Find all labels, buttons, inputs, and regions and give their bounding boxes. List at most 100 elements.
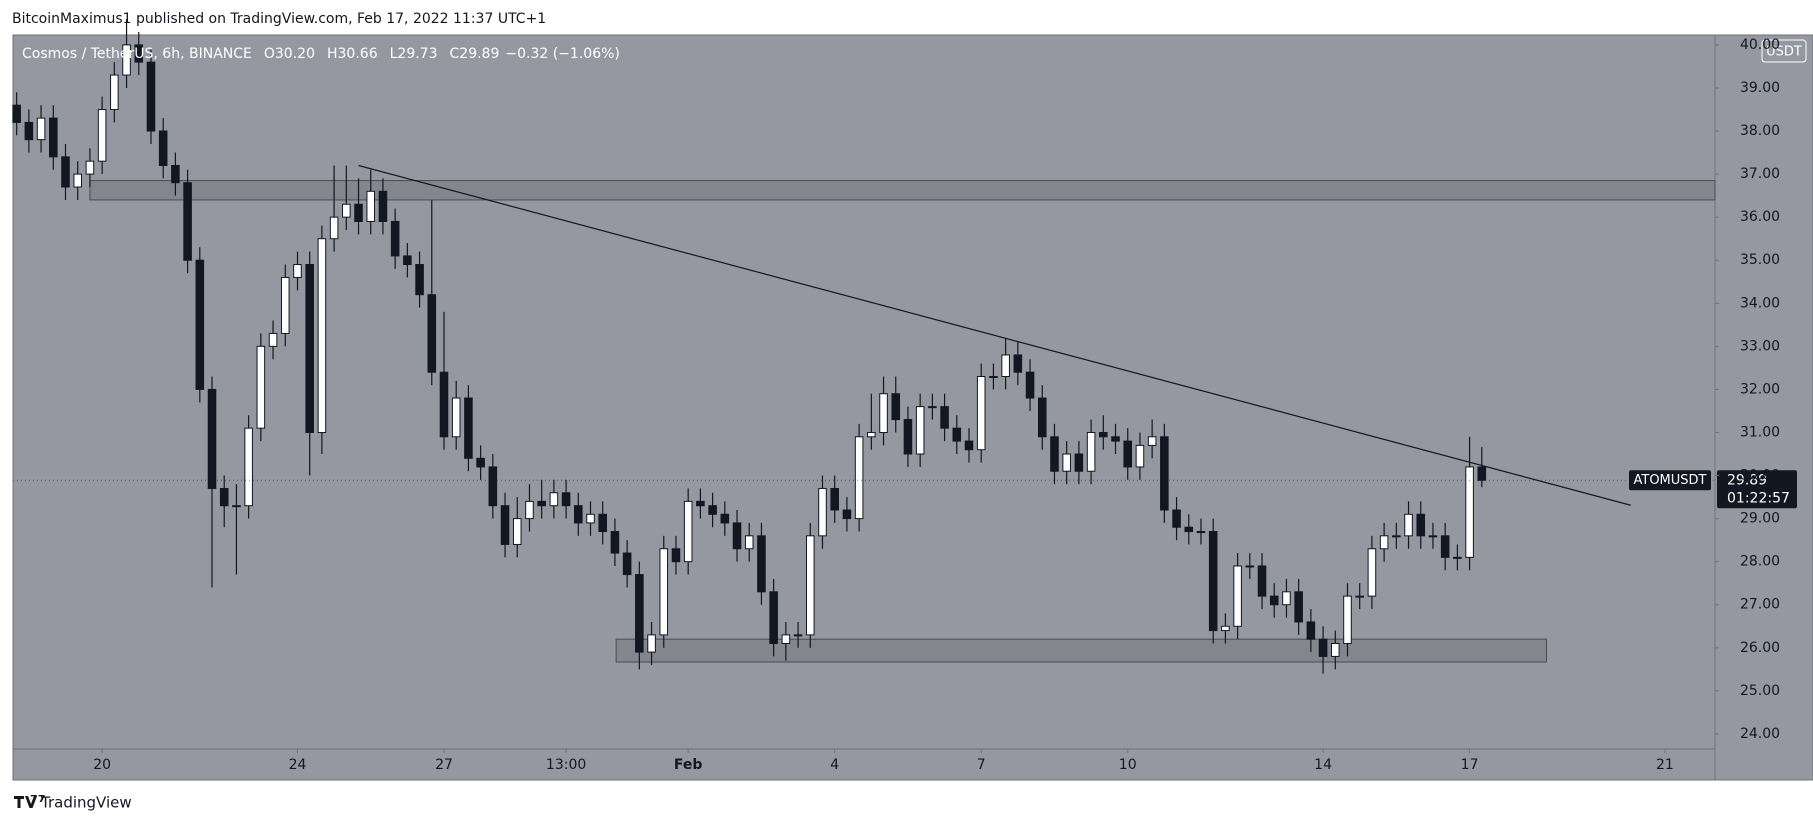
legend-value: 29.89 bbox=[459, 46, 499, 62]
candle-body bbox=[915, 406, 925, 455]
y-tick-label: 24.00 bbox=[1740, 726, 1780, 742]
candle-body bbox=[378, 190, 388, 222]
footer: TradingView bbox=[40, 794, 132, 812]
time-axis bbox=[13, 749, 1715, 780]
candle-body bbox=[683, 500, 693, 563]
candle-body bbox=[61, 156, 70, 188]
candle-body bbox=[537, 500, 546, 507]
candle-body bbox=[561, 492, 571, 507]
candle-body bbox=[1099, 431, 1108, 438]
trendline bbox=[358, 164, 1631, 506]
candle-body bbox=[1416, 513, 1426, 537]
candle-body bbox=[1147, 436, 1157, 446]
candle-body bbox=[1355, 595, 1364, 598]
x-tick-label: 10 bbox=[1119, 757, 1137, 773]
candle-body bbox=[769, 591, 778, 644]
y-tick-label: 35.00 bbox=[1740, 252, 1780, 268]
candle-body bbox=[500, 505, 510, 545]
candle-body bbox=[1367, 548, 1377, 597]
currency-box bbox=[1761, 39, 1807, 63]
candle-body bbox=[207, 388, 217, 489]
candle-body bbox=[219, 487, 229, 507]
plot bbox=[12, 19, 1716, 674]
candle-body bbox=[354, 203, 363, 222]
candle-body bbox=[317, 238, 327, 433]
legend: Cosmos / TetherUS, 6h, BINANCE O30.20 H30.… bbox=[22, 46, 620, 62]
y-tick-label: 28.00 bbox=[1740, 554, 1780, 570]
frame bbox=[12, 34, 1813, 781]
candle-body bbox=[1123, 440, 1133, 468]
candle-body bbox=[329, 216, 339, 240]
candle-body bbox=[659, 548, 669, 636]
candle-body bbox=[1111, 436, 1120, 442]
legend-key: L bbox=[390, 46, 398, 62]
countdown: 01:22:57 bbox=[1727, 490, 1790, 506]
candle-body bbox=[1245, 565, 1255, 568]
header: BitcoinMaximus1 published on TradingView… bbox=[12, 11, 546, 27]
candle-body bbox=[1160, 436, 1169, 511]
candle-body bbox=[512, 518, 522, 545]
candle-body bbox=[195, 259, 205, 390]
candle-body bbox=[830, 487, 839, 511]
y-tick-label: 32.00 bbox=[1740, 381, 1780, 397]
candle-body bbox=[1318, 638, 1328, 657]
price-axis bbox=[1715, 35, 1813, 780]
candle-body bbox=[525, 500, 534, 520]
legend-value: 30.20 bbox=[275, 46, 315, 62]
y-tick-label: 37.00 bbox=[1740, 166, 1780, 182]
candle-body bbox=[1440, 535, 1450, 558]
candle-body bbox=[1196, 531, 1206, 534]
y-tick-label: 40.00 bbox=[1740, 37, 1780, 53]
candle-body bbox=[451, 397, 461, 438]
candle-body bbox=[671, 548, 681, 563]
candle-body bbox=[818, 487, 827, 537]
candle-body bbox=[244, 427, 253, 507]
candle-body bbox=[342, 203, 351, 218]
candle-body bbox=[427, 294, 437, 373]
y-tick-label: 36.00 bbox=[1740, 209, 1780, 225]
candle-body bbox=[744, 535, 754, 550]
candle-body bbox=[24, 121, 34, 141]
candle-body bbox=[635, 574, 644, 653]
candle-body bbox=[720, 513, 730, 524]
candle-body bbox=[1379, 535, 1389, 550]
candle-body bbox=[1172, 509, 1181, 528]
candle-body bbox=[73, 173, 82, 188]
candle-body bbox=[879, 393, 888, 433]
candle-body bbox=[488, 466, 498, 507]
y-tick-label: 30.00 bbox=[1740, 468, 1780, 484]
candle-body bbox=[1392, 535, 1401, 538]
candle-body bbox=[757, 535, 766, 593]
candle-body bbox=[293, 264, 302, 278]
symbol-tag bbox=[1629, 470, 1711, 491]
candle-body bbox=[403, 255, 412, 266]
candle-body bbox=[598, 513, 608, 533]
candle-body bbox=[1001, 354, 1010, 377]
candle-body bbox=[793, 634, 803, 637]
overlay: USDT ATOMUSDT 29.89 01:22:57 bbox=[13, 39, 1807, 509]
candle-body bbox=[781, 634, 791, 644]
candle-body bbox=[439, 371, 449, 438]
x-tick-label: 24 bbox=[289, 757, 307, 773]
legend-value: 30.66 bbox=[338, 46, 378, 62]
x-tick-label: 14 bbox=[1314, 757, 1332, 773]
x-tick-label: Feb bbox=[674, 757, 703, 773]
x-tick-label: 17 bbox=[1461, 757, 1479, 773]
legend-value: 29.73 bbox=[397, 46, 437, 62]
candle-body bbox=[36, 117, 46, 141]
x-tick-label: 4 bbox=[830, 757, 839, 773]
price-tag bbox=[1717, 470, 1797, 509]
x-tick-label: 27 bbox=[435, 757, 453, 773]
candle-body bbox=[549, 492, 559, 507]
candle-body bbox=[976, 375, 986, 451]
candle-body bbox=[464, 397, 473, 459]
legend-key: H bbox=[327, 46, 338, 62]
plot-area bbox=[13, 35, 1715, 749]
price-label: 29.89 bbox=[1727, 472, 1767, 488]
candle-body bbox=[1208, 531, 1218, 632]
candle-body bbox=[1282, 591, 1291, 606]
candle-body bbox=[940, 406, 949, 429]
candle-body bbox=[964, 440, 974, 451]
